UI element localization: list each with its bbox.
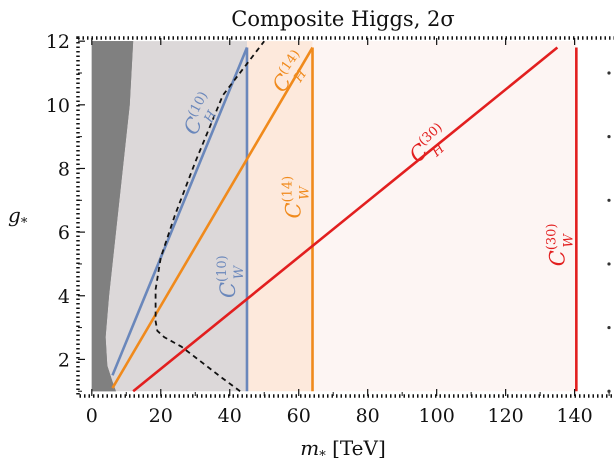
- x-tick-label: 140: [556, 405, 592, 427]
- x-tick-label: 20: [149, 405, 173, 427]
- label-cw10: C(10) W: [215, 255, 247, 298]
- right-edge-tick: [607, 325, 611, 330]
- label-cw14: C(14) W: [280, 176, 312, 219]
- y-tick-label: 4: [58, 286, 70, 308]
- y-tick-label: 2: [58, 349, 70, 371]
- x-tick-label: 120: [488, 405, 524, 427]
- x-tick-label: 40: [218, 405, 242, 427]
- blue-excluded-region: [91, 41, 247, 392]
- series-line-4: [132, 46, 559, 393]
- x-tick-label: 80: [356, 405, 380, 427]
- y-tick-label: 8: [58, 158, 70, 180]
- x-tick-label: 60: [287, 405, 311, 427]
- dashed-contour: [154, 40, 265, 392]
- x-tick-label: 100: [419, 405, 455, 427]
- x-axis-title: m* [TeV]: [300, 436, 386, 464]
- right-edge-tick: [607, 262, 611, 266]
- y-tick-label: 10: [46, 95, 70, 117]
- right-edge-tick: [607, 71, 611, 75]
- right-edge-tick: [607, 389, 611, 393]
- series-line-2: [111, 46, 314, 389]
- y-tick-label: 12: [46, 31, 70, 53]
- lines-layer: [111, 40, 578, 393]
- label-cw30: C(30) W: [544, 223, 576, 266]
- red-excluded-region: [312, 41, 577, 392]
- right-edge-tick: [607, 198, 611, 202]
- regions-layer: [91, 41, 577, 392]
- series-line-0: [111, 47, 249, 376]
- y-tick-label: 6: [58, 222, 70, 244]
- dark-excluded-region-top: [91, 41, 134, 392]
- right-edge-tick: [607, 135, 611, 139]
- ticks-layer: 0 20 40 60 80 100 120 140 2 4 6 8 10 12: [46, 31, 611, 427]
- x-tick-label: 0: [86, 405, 98, 427]
- y-axis-title: g*: [8, 203, 28, 231]
- chart-title: Composite Higgs, 2σ: [231, 7, 454, 31]
